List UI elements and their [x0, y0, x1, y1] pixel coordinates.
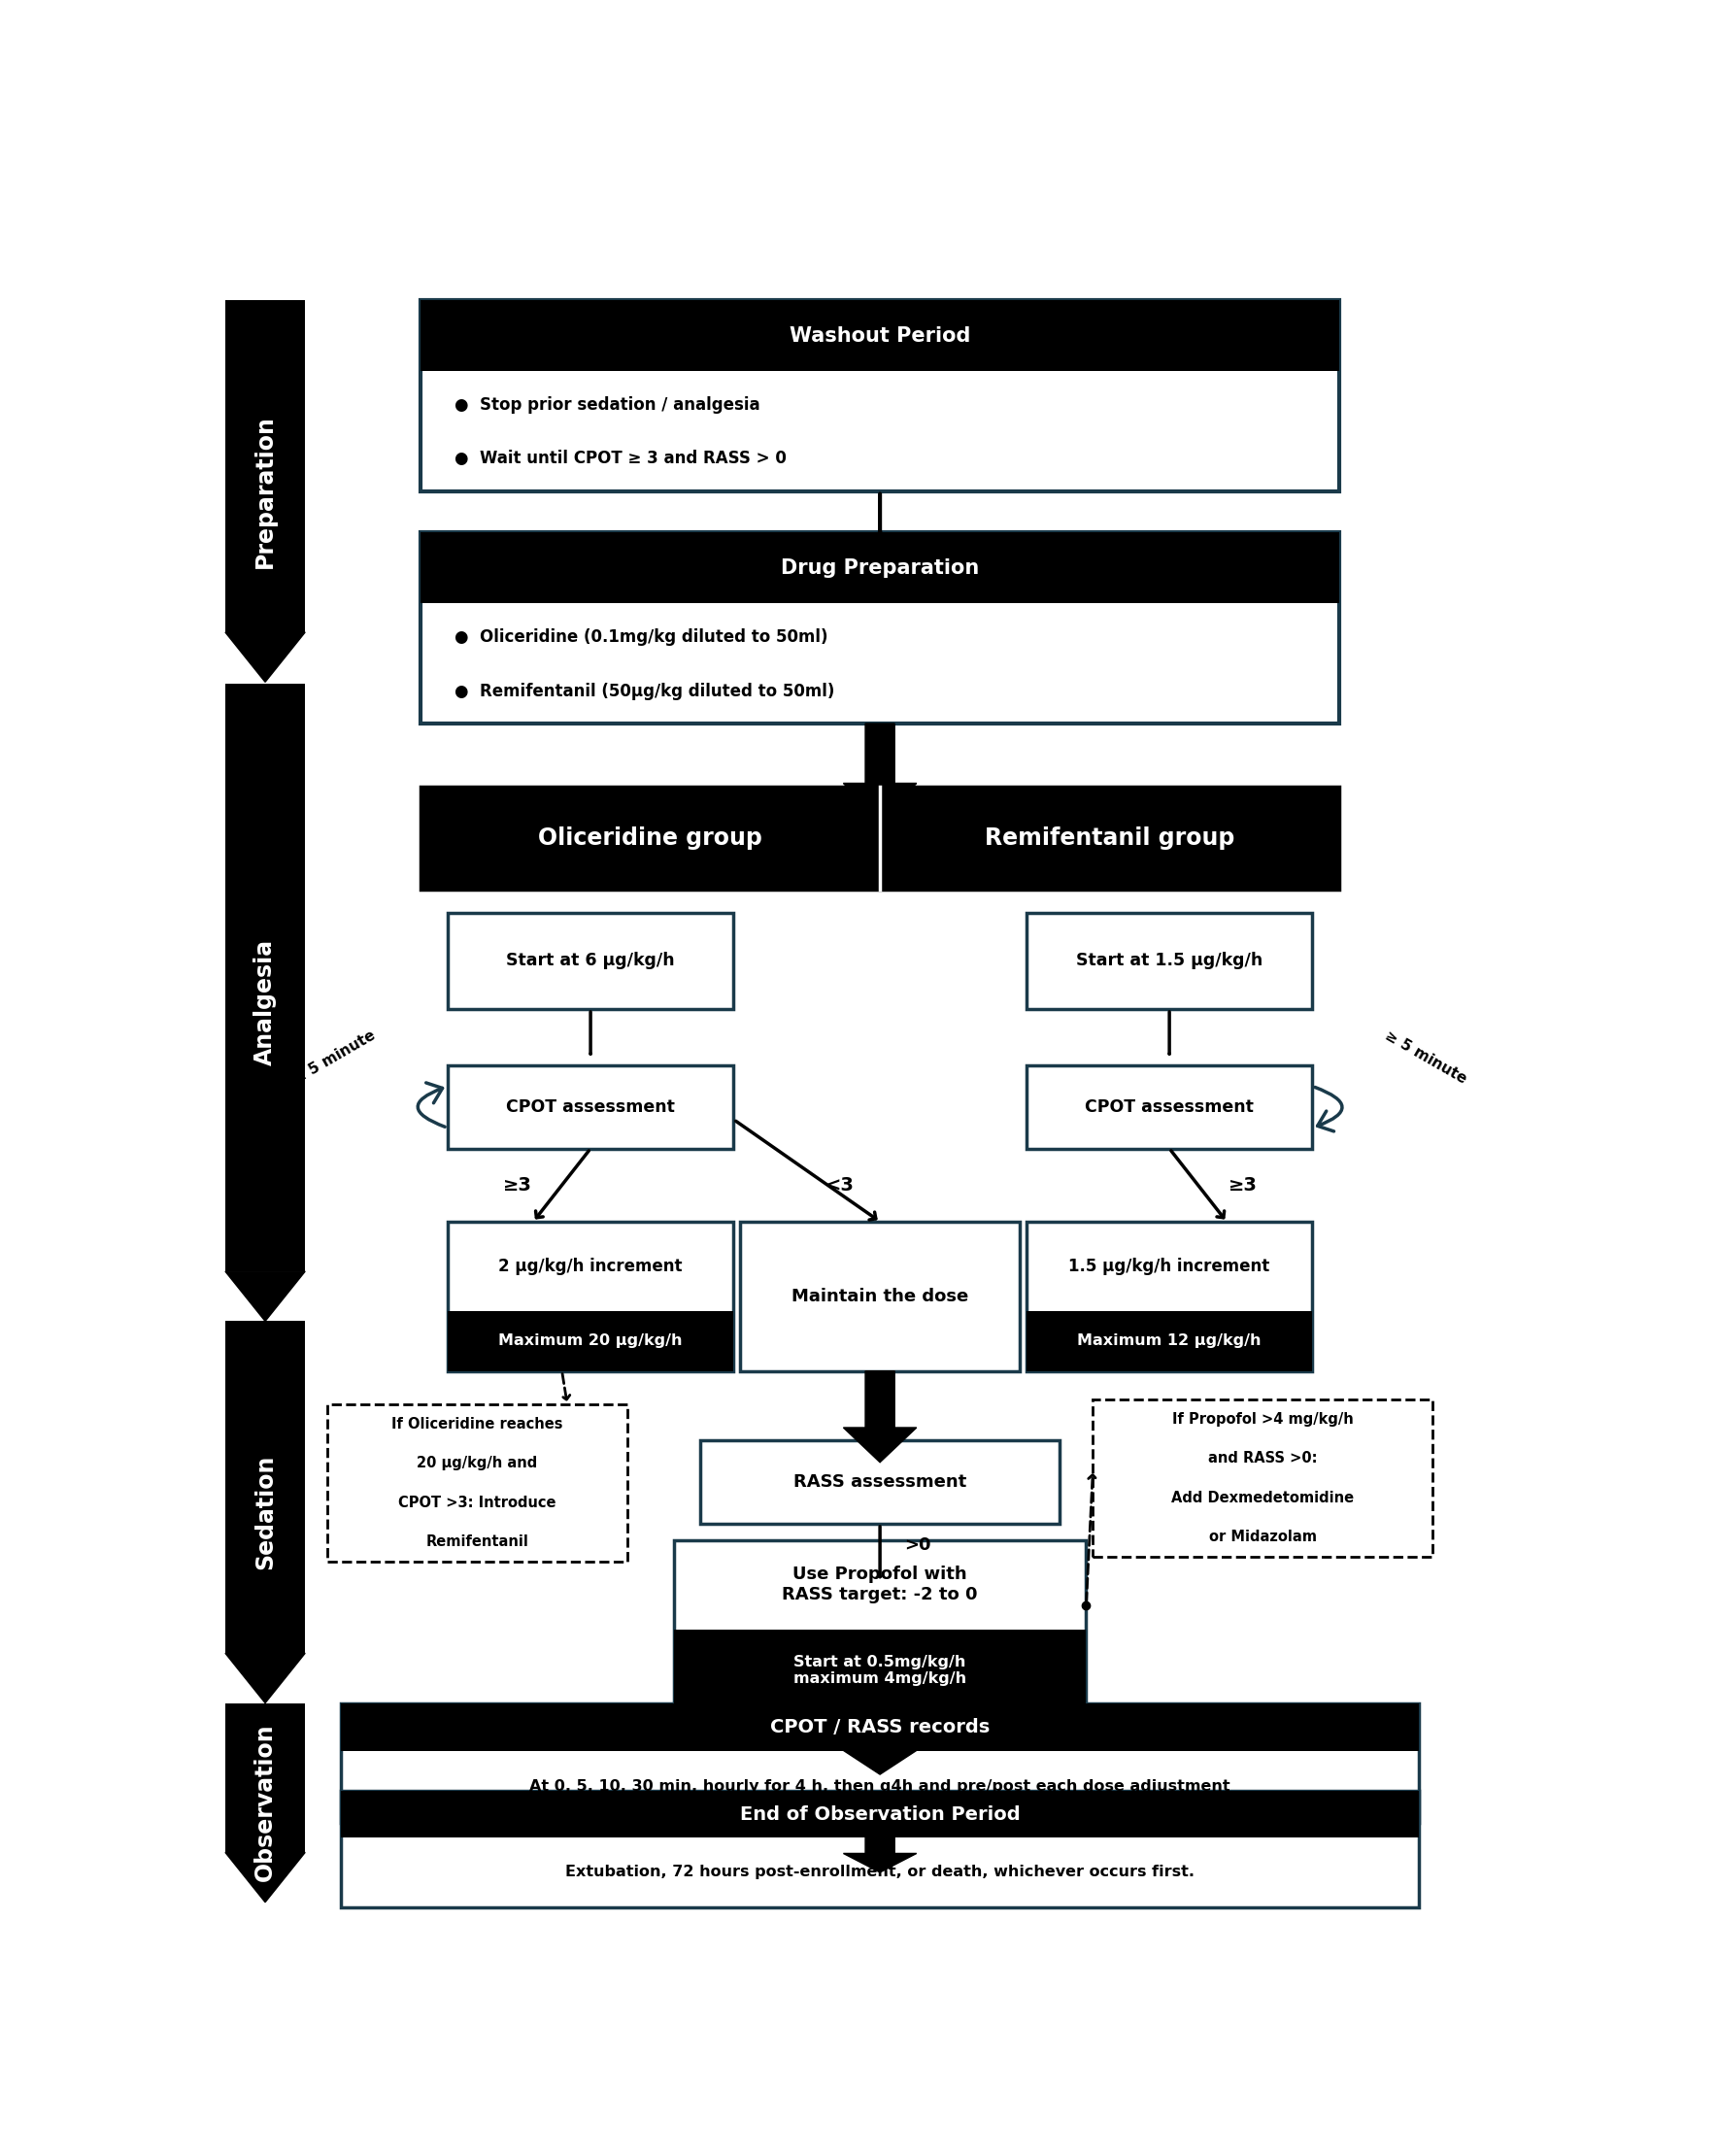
Text: If Propofol >4 mg/kg/h: If Propofol >4 mg/kg/h — [1171, 1412, 1353, 1427]
Text: Observation: Observation — [254, 1723, 276, 1882]
Bar — [421, 300, 1339, 371]
Bar — [740, 1222, 1020, 1371]
Bar — [225, 300, 306, 632]
FancyArrow shape — [843, 724, 917, 819]
Bar — [421, 300, 1339, 492]
Text: Add Dexmedetomidine: Add Dexmedetomidine — [1171, 1490, 1355, 1505]
Text: Use Propofol with
RASS target: -2 to 0: Use Propofol with RASS target: -2 to 0 — [783, 1565, 977, 1604]
Text: ●  Wait until CPOT ≥ 3 and RASS > 0: ● Wait until CPOT ≥ 3 and RASS > 0 — [453, 451, 786, 468]
Bar — [342, 1703, 1418, 1751]
Text: CPOT assessment: CPOT assessment — [1085, 1097, 1253, 1117]
Text: CPOT >3: Introduce: CPOT >3: Introduce — [398, 1496, 556, 1509]
Polygon shape — [225, 632, 306, 681]
Bar — [342, 1703, 1418, 1822]
Text: ≥ 5 minute: ≥ 5 minute — [1382, 1028, 1468, 1087]
Text: CPOT assessment: CPOT assessment — [507, 1097, 675, 1117]
Bar — [1094, 1399, 1432, 1557]
Text: ●  Stop prior sedation / analgesia: ● Stop prior sedation / analgesia — [453, 397, 759, 414]
FancyArrow shape — [843, 1712, 917, 1774]
Text: <3: <3 — [826, 1175, 855, 1194]
Text: or Midazolam: or Midazolam — [1209, 1531, 1317, 1544]
Bar — [421, 533, 1339, 604]
FancyArrowPatch shape — [1315, 1087, 1343, 1132]
Bar — [225, 1703, 306, 1852]
Bar — [448, 1222, 733, 1371]
FancyArrow shape — [843, 1822, 917, 1871]
Text: CPOT / RASS records: CPOT / RASS records — [771, 1718, 989, 1736]
Text: >0: >0 — [903, 1537, 931, 1554]
FancyArrowPatch shape — [417, 1082, 445, 1128]
Bar — [342, 1792, 1418, 1908]
Text: Preparation: Preparation — [254, 414, 276, 567]
Text: RASS assessment: RASS assessment — [793, 1473, 967, 1492]
Bar — [673, 1539, 1087, 1712]
Text: Sedation: Sedation — [254, 1455, 276, 1570]
Text: Maximum 20 μg/kg/h: Maximum 20 μg/kg/h — [498, 1335, 683, 1348]
Bar — [421, 533, 1339, 724]
Text: and RASS >0:: and RASS >0: — [1207, 1451, 1317, 1466]
Text: 20 μg/kg/h and: 20 μg/kg/h and — [417, 1455, 537, 1470]
Text: ≥ 5 minute: ≥ 5 minute — [292, 1028, 378, 1087]
Text: Start at 1.5 μg/kg/h: Start at 1.5 μg/kg/h — [1077, 953, 1262, 970]
Text: At 0, 5, 10, 30 min, hourly for 4 h, then q4h and pre/post each dose adjustment: At 0, 5, 10, 30 min, hourly for 4 h, the… — [529, 1779, 1231, 1794]
Text: 1.5 μg/kg/h increment: 1.5 μg/kg/h increment — [1068, 1257, 1271, 1274]
Text: ≥3: ≥3 — [503, 1175, 532, 1194]
Bar — [1027, 1065, 1312, 1149]
Text: Start at 0.5mg/kg/h
maximum 4mg/kg/h: Start at 0.5mg/kg/h maximum 4mg/kg/h — [793, 1654, 967, 1686]
FancyArrow shape — [843, 1371, 917, 1462]
Bar — [673, 1630, 1087, 1712]
Bar — [225, 683, 306, 1272]
Text: Maintain the dose: Maintain the dose — [792, 1287, 968, 1304]
Text: Remifentanil group: Remifentanil group — [984, 826, 1235, 849]
Text: ●  Remifentanil (50μg/kg diluted to 50ml): ● Remifentanil (50μg/kg diluted to 50ml) — [453, 681, 834, 701]
Bar — [1027, 1311, 1312, 1371]
Text: Extubation, 72 hours post-enrollment, or death, whichever occurs first.: Extubation, 72 hours post-enrollment, or… — [565, 1865, 1195, 1880]
Text: 2 μg/kg/h increment: 2 μg/kg/h increment — [498, 1257, 683, 1274]
Text: Oliceridine group: Oliceridine group — [539, 826, 762, 849]
Bar — [1027, 912, 1312, 1009]
Text: End of Observation Period: End of Observation Period — [740, 1805, 1020, 1824]
Bar — [328, 1404, 627, 1561]
Bar — [701, 1440, 1059, 1524]
Text: Remifentanil: Remifentanil — [426, 1535, 529, 1550]
Bar — [448, 1065, 733, 1149]
Text: Washout Period: Washout Period — [790, 326, 970, 345]
Text: Drug Preparation: Drug Preparation — [781, 558, 979, 578]
Bar — [1027, 1222, 1312, 1371]
Bar — [448, 1311, 733, 1371]
Bar — [225, 1322, 306, 1654]
Polygon shape — [225, 1272, 306, 1322]
Text: ≥3: ≥3 — [1228, 1175, 1257, 1194]
Text: ●  Oliceridine (0.1mg/kg diluted to 50ml): ● Oliceridine (0.1mg/kg diluted to 50ml) — [453, 627, 828, 645]
Bar — [342, 1792, 1418, 1837]
Bar — [448, 912, 733, 1009]
Polygon shape — [225, 1654, 306, 1703]
Text: Analgesia: Analgesia — [254, 940, 276, 1065]
Text: If Oliceridine reaches: If Oliceridine reaches — [391, 1416, 563, 1432]
Text: Maximum 12 μg/kg/h: Maximum 12 μg/kg/h — [1077, 1335, 1262, 1348]
Polygon shape — [225, 1852, 306, 1902]
Bar — [421, 787, 1339, 890]
Text: Start at 6 μg/kg/h: Start at 6 μg/kg/h — [507, 953, 675, 970]
